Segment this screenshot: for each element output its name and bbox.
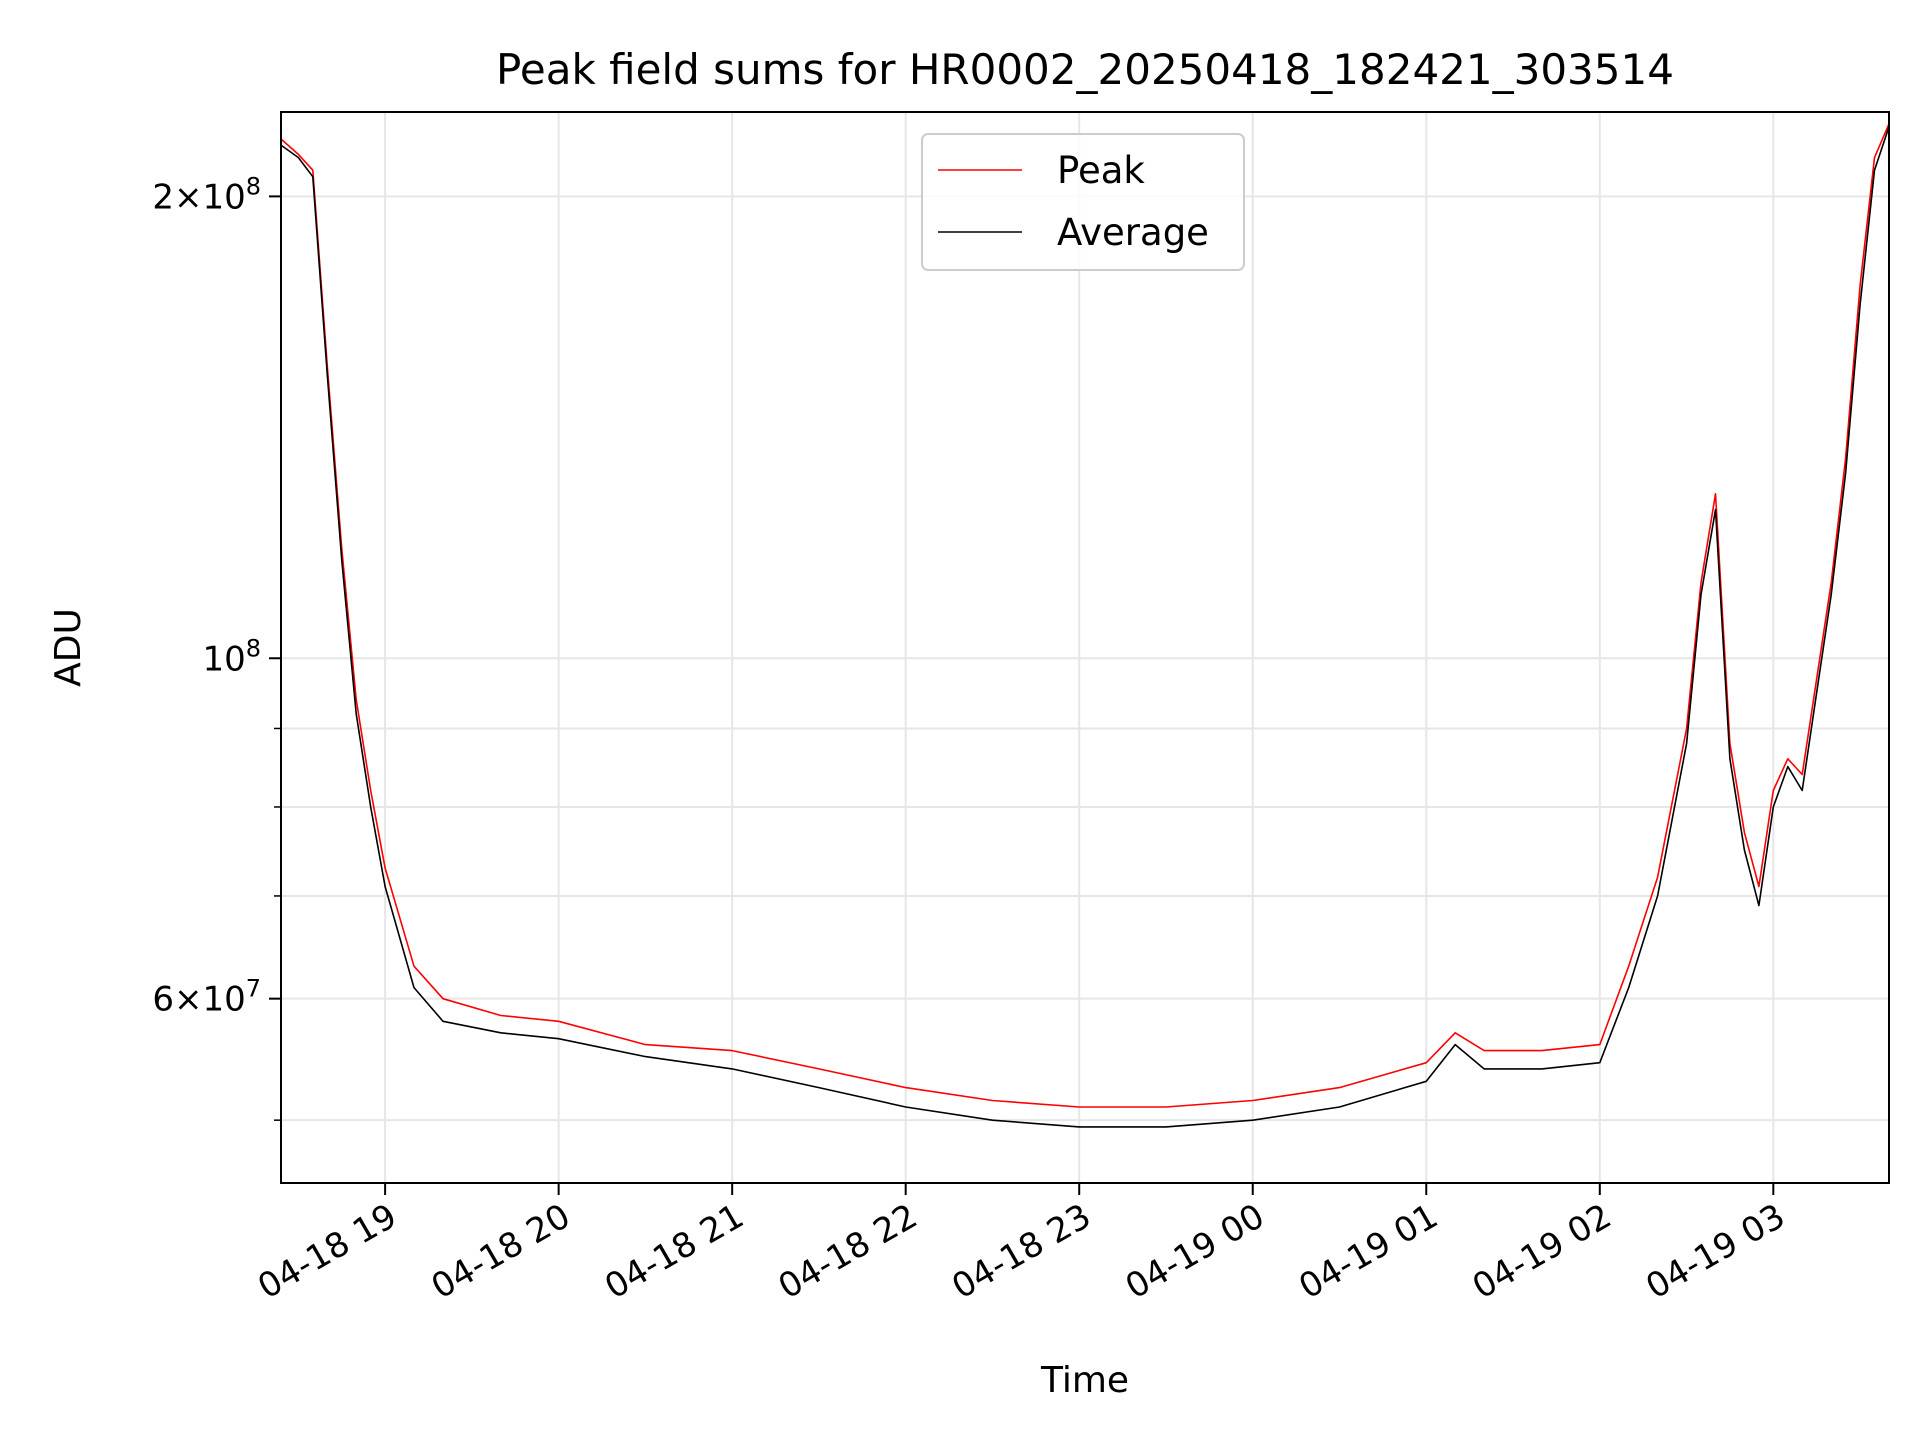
y-tick-label: 6×107 [152, 975, 261, 1020]
legend-box [921, 133, 1245, 271]
legend: Peak Average [921, 133, 1245, 271]
y-tick-label: 108 [202, 634, 261, 679]
series-line-average [280, 126, 1890, 1128]
x-axis-label: Time [1040, 1360, 1129, 1401]
legend-label-peak: Peak [1057, 149, 1145, 192]
y-tick-label: 2×108 [152, 172, 261, 217]
grid-lines [281, 112, 1889, 1183]
y-axis-label: ADU [48, 608, 89, 687]
series-lines [280, 123, 1890, 1128]
plot-area [280, 111, 1890, 1184]
legend-label-average: Average [1057, 211, 1209, 254]
chart-title: Peak field sums for HR0002_20250418_1824… [496, 45, 1674, 94]
series-line-peak [280, 123, 1890, 1108]
y-axis: 6×107 108 2×108 [152, 172, 281, 1121]
